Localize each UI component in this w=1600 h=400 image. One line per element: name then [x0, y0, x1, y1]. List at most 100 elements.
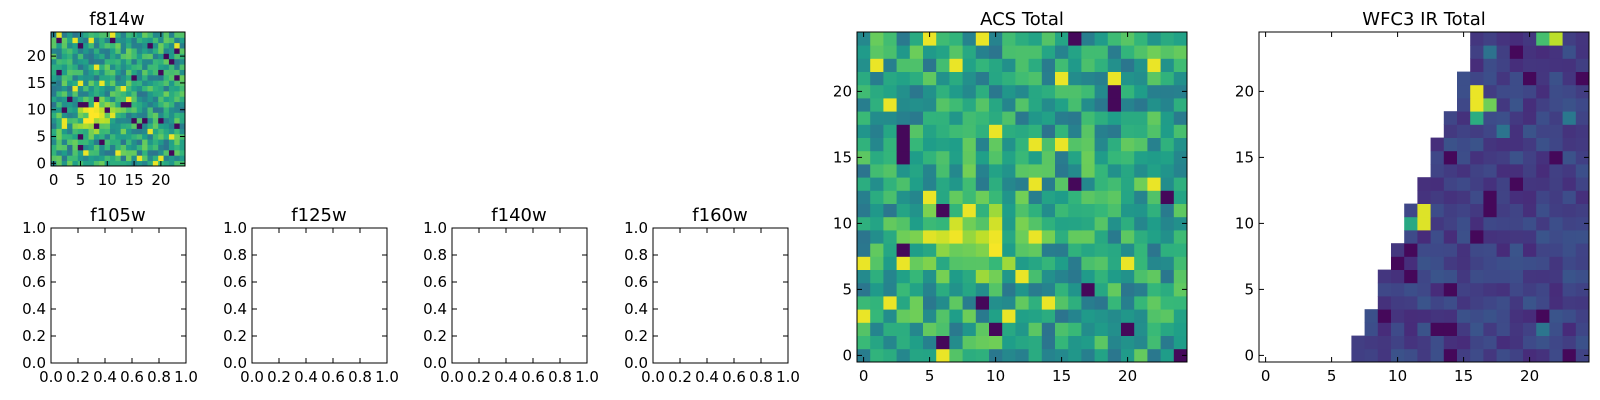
- heatmap-cell: [147, 133, 154, 140]
- heatmap-cell: [989, 335, 1003, 350]
- heatmap-cell: [136, 139, 143, 145]
- heatmap-cell: [1430, 322, 1445, 336]
- heatmap-cell: [1147, 32, 1161, 46]
- heatmap-cell: [163, 128, 170, 135]
- heatmap-cell: [1002, 322, 1016, 336]
- heatmap-cell: [142, 101, 148, 108]
- heatmap-cell: [93, 107, 100, 113]
- heatmap-cell: [168, 117, 175, 124]
- heatmap-cell: [870, 177, 884, 191]
- heatmap-cell: [158, 139, 164, 145]
- heatmap-cell: [1457, 296, 1471, 310]
- heatmap-cell: [1068, 98, 1082, 112]
- heatmap-cell: [126, 48, 132, 54]
- heatmap-cell: [61, 74, 68, 81]
- heatmap-cell: [949, 309, 963, 323]
- heatmap-cell: [870, 216, 884, 231]
- heatmap-cell: [896, 269, 911, 284]
- heatmap-cell: [1523, 137, 1537, 152]
- heatmap-cell: [158, 149, 164, 156]
- heatmap-cell: [962, 335, 977, 350]
- heatmap-cell: [174, 149, 181, 156]
- heatmap-cell: [1107, 32, 1122, 46]
- heatmap-cell: [1417, 203, 1431, 218]
- heatmap-cell: [1068, 216, 1082, 231]
- heatmap-cell: [174, 128, 181, 135]
- heatmap-cell: [989, 45, 1003, 59]
- heatmap-cell: [126, 37, 132, 44]
- heatmap-cell: [962, 71, 977, 86]
- heatmap-cell: [949, 203, 963, 218]
- heatmap-cell: [152, 155, 159, 162]
- heatmap-cell: [1041, 269, 1056, 284]
- heatmap-cell: [115, 58, 122, 65]
- heatmap-cell: [1134, 309, 1148, 323]
- heatmap-cell: [126, 128, 132, 135]
- heatmap-cell: [109, 144, 116, 151]
- heatmap-cell: [883, 98, 897, 112]
- heatmap-cell: [1523, 71, 1537, 86]
- heatmap-cell: [975, 124, 990, 138]
- heatmap-cell: [152, 133, 159, 140]
- heatmap-cell: [104, 69, 111, 76]
- y-tick-label: 0.6: [22, 273, 46, 291]
- heatmap-cell: [1160, 71, 1175, 86]
- heatmap-cell: [72, 80, 79, 86]
- panel-title: WFC3 IR Total: [1362, 9, 1485, 30]
- heatmap-cell: [109, 149, 116, 156]
- heatmap-cell: [51, 90, 57, 97]
- heatmap-cell: [83, 80, 89, 86]
- heatmap-cell: [1107, 164, 1122, 178]
- heatmap-cell: [147, 155, 154, 162]
- heatmap-cell: [163, 133, 170, 140]
- heatmap-cell: [1575, 230, 1590, 244]
- heatmap-cell: [136, 117, 143, 124]
- heatmap-cell: [1509, 309, 1524, 323]
- heatmap-cell: [1549, 203, 1563, 218]
- heatmap-cell: [1041, 203, 1056, 218]
- heatmap-cell: [104, 133, 111, 140]
- heatmap-cell: [1081, 348, 1095, 363]
- heatmap-cell: [936, 348, 950, 363]
- heatmap-cell: [1575, 32, 1590, 46]
- heatmap-cell: [109, 160, 116, 167]
- heatmap-cell: [174, 80, 181, 86]
- heatmap-cell: [147, 42, 154, 49]
- heatmap-cell: [1094, 322, 1109, 336]
- heatmap-cell: [896, 58, 911, 72]
- heatmap-cell: [109, 69, 116, 76]
- heatmap-cell: [857, 203, 871, 218]
- heatmap-cell: [1443, 216, 1458, 231]
- heatmap-cell: [1562, 98, 1577, 112]
- heatmap-cell: [158, 133, 164, 140]
- heatmap-cell: [962, 124, 977, 138]
- heatmap-cell: [975, 150, 990, 165]
- heatmap-cell: [1107, 296, 1122, 310]
- heatmap-cell: [93, 133, 100, 140]
- panel-title: f140w: [491, 205, 546, 226]
- heatmap-cell: [88, 58, 95, 65]
- y-tick-label: 15: [27, 74, 46, 92]
- heatmap-cell: [1134, 335, 1148, 350]
- heatmap-cell: [1134, 150, 1148, 165]
- heatmap-cell: [1041, 282, 1056, 297]
- heatmap-cell: [1575, 98, 1590, 112]
- heatmap-cell: [1160, 322, 1175, 336]
- heatmap-cell: [1173, 71, 1188, 86]
- heatmap-cell: [1562, 243, 1577, 257]
- heatmap-cell: [896, 137, 911, 152]
- heatmap-cell: [168, 80, 175, 86]
- heatmap-cell: [896, 348, 911, 363]
- heatmap-cell: [1121, 124, 1135, 138]
- heatmap-cell: [1028, 98, 1043, 112]
- x-tick-label: 0.2: [668, 368, 692, 386]
- heatmap-cell: [909, 309, 924, 323]
- heatmap-cell: [1041, 71, 1056, 86]
- heatmap-cell: [72, 128, 79, 135]
- heatmap-cell: [174, 117, 181, 124]
- heatmap-cell: [147, 112, 154, 119]
- heatmap-cell: [1041, 124, 1056, 138]
- panel-title: f105w: [90, 205, 145, 226]
- heatmap-cell: [1121, 348, 1135, 363]
